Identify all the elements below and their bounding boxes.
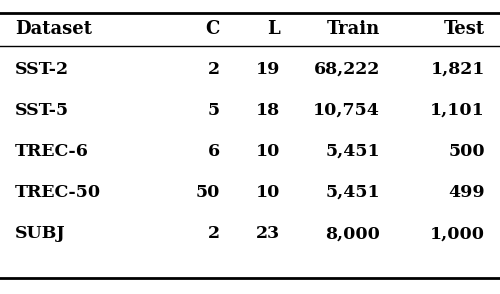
Text: SUBJ: SUBJ bbox=[15, 225, 66, 242]
Text: 18: 18 bbox=[256, 102, 280, 119]
Text: 10: 10 bbox=[256, 143, 280, 160]
Text: 1,000: 1,000 bbox=[430, 225, 485, 242]
Text: 2: 2 bbox=[208, 61, 220, 78]
Text: C: C bbox=[206, 20, 220, 39]
Text: Train: Train bbox=[327, 20, 380, 39]
Text: 5: 5 bbox=[208, 102, 220, 119]
Text: SST-5: SST-5 bbox=[15, 102, 69, 119]
Text: TREC-50: TREC-50 bbox=[15, 184, 101, 201]
Text: 1,821: 1,821 bbox=[430, 61, 485, 78]
Text: L: L bbox=[267, 20, 280, 39]
Text: 500: 500 bbox=[448, 143, 485, 160]
Text: 23: 23 bbox=[256, 225, 280, 242]
Text: 10,754: 10,754 bbox=[313, 102, 380, 119]
Text: Test: Test bbox=[444, 20, 485, 39]
Text: SST-2: SST-2 bbox=[15, 61, 69, 78]
Text: 10: 10 bbox=[256, 184, 280, 201]
Text: Dataset: Dataset bbox=[15, 20, 92, 39]
Text: 8,000: 8,000 bbox=[325, 225, 380, 242]
Text: 68,222: 68,222 bbox=[314, 61, 380, 78]
Text: 19: 19 bbox=[256, 61, 280, 78]
Text: 6: 6 bbox=[208, 143, 220, 160]
Text: 1,101: 1,101 bbox=[430, 102, 485, 119]
Text: 2: 2 bbox=[208, 225, 220, 242]
Text: 50: 50 bbox=[196, 184, 220, 201]
Text: TREC-6: TREC-6 bbox=[15, 143, 89, 160]
Text: 5,451: 5,451 bbox=[326, 143, 380, 160]
Text: 499: 499 bbox=[448, 184, 485, 201]
Text: 5,451: 5,451 bbox=[326, 184, 380, 201]
